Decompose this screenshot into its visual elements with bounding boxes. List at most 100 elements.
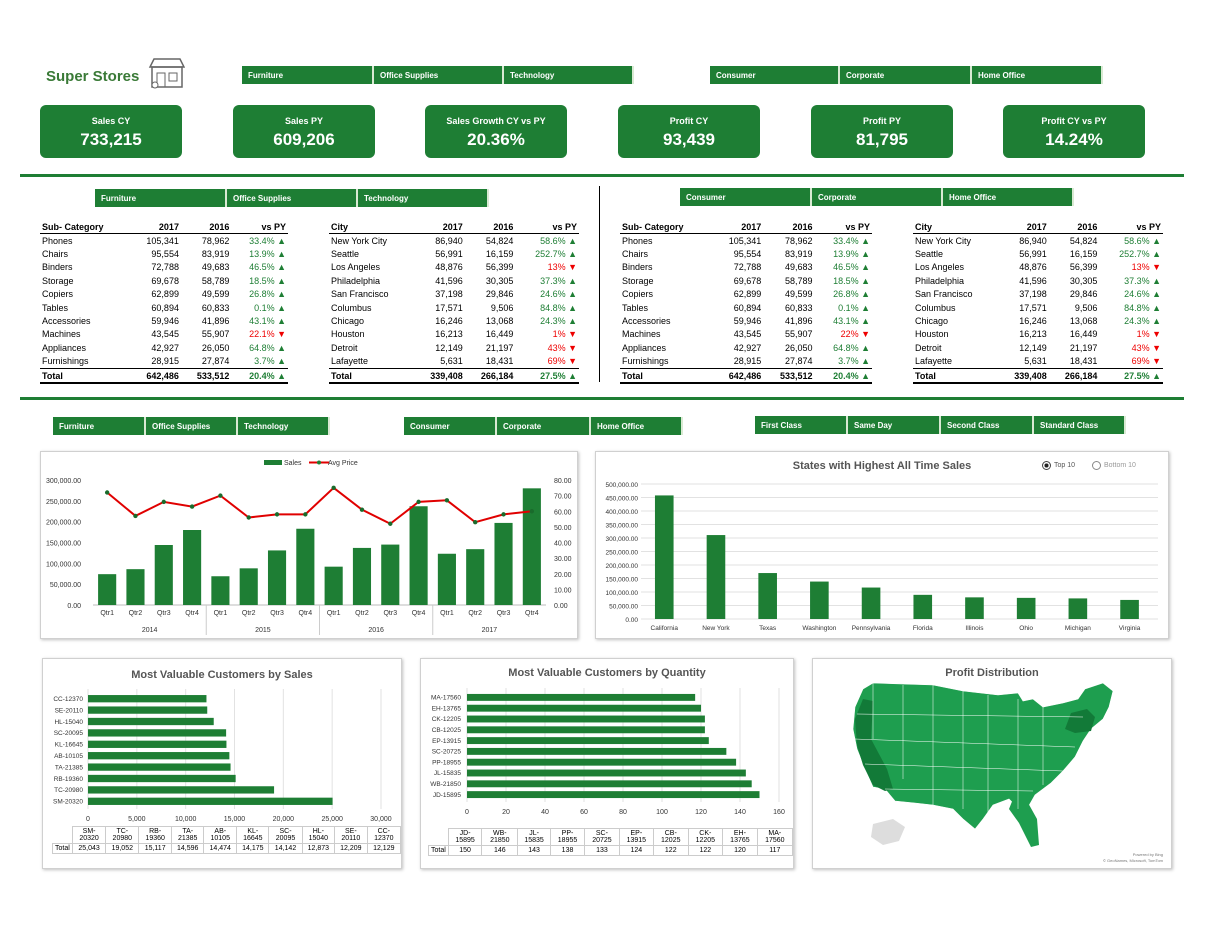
table-cell: 60,894 — [733, 302, 762, 313]
table-cell: 78,962 — [784, 235, 813, 246]
avg-price-point — [246, 515, 251, 520]
table-cell: 72,788 — [151, 262, 179, 273]
table-cell: 266,184 — [464, 367, 516, 385]
table-cell: Storage — [42, 275, 74, 286]
slicer-home-office[interactable]: Home Office — [943, 188, 1074, 206]
table-cell: 13,068 — [485, 316, 514, 327]
legend-avg-price-marker — [317, 460, 321, 465]
slicer-consumer[interactable]: Consumer — [710, 66, 840, 84]
slicer-home-office[interactable]: Home Office — [972, 66, 1103, 84]
sales-bar — [381, 544, 400, 605]
customer-label: CK-12205 — [432, 716, 462, 723]
table-header-cell: JL-15835 — [517, 828, 551, 846]
kpi-label: Sales PY — [284, 116, 324, 126]
y-left-tick-label: 0.00 — [67, 603, 81, 610]
slicer-consumer[interactable]: Consumer — [680, 188, 812, 206]
slicer-second-class[interactable]: Second Class — [941, 416, 1034, 434]
table-row: Storage 69,678 58,789 18.5% ▲ — [620, 274, 872, 287]
table-cell: 41,596 — [1019, 275, 1047, 286]
customers-quantity-table: JD-15895 WB-21850 JL-15835 PP-18955 SC-20725… — [428, 828, 794, 856]
slicer-technology[interactable]: Technology — [504, 66, 634, 84]
table-cell: 105,341 — [146, 235, 179, 246]
avg-price-point — [331, 485, 336, 491]
table-cell: 43% ▼ — [1131, 342, 1161, 353]
slicer-first-class[interactable]: First Class — [755, 416, 848, 434]
divider-top — [20, 174, 1184, 177]
slicer-technology[interactable]: Technology — [358, 189, 489, 207]
table-cell: Appliances — [42, 342, 87, 353]
table-cell: 46.5% ▲ — [249, 262, 286, 273]
slicer-furniture[interactable]: Furniture — [95, 189, 227, 207]
table-cell: 25,043 — [71, 843, 107, 854]
slicer-office-supplies[interactable]: Office Supplies — [146, 417, 238, 435]
table-row: Furnishings 28,915 27,874 3.7% ▲ — [620, 355, 872, 369]
customers-sales-panel: Most Valuable Customers by Sales 0 5,000 1… — [42, 658, 402, 869]
slicer-office-supplies[interactable]: Office Supplies — [374, 66, 504, 84]
table-row: Philadelphia 41,596 30,305 37.3% ▲ — [329, 274, 579, 287]
table-cell: 26,050 — [201, 342, 230, 353]
table-header-cell: SC-20095 — [268, 826, 303, 844]
slicer-standard-class[interactable]: Standard Class — [1034, 416, 1126, 434]
top-10-option[interactable]: Top 10 — [1042, 461, 1075, 470]
customer-label: CC-12370 — [53, 696, 83, 703]
table-header-cell: CB-12025 — [652, 828, 689, 846]
table-header-cell: JD-15895 — [447, 828, 483, 846]
subcategory-table-right: Sub- Category 2017 2016 vs PY Phones 105,341 7… — [620, 221, 872, 385]
table-cell: 143 — [517, 845, 551, 856]
table-cell: 42,927 — [151, 342, 179, 353]
table-cell: 56,991 — [1019, 249, 1047, 260]
kpi-value: 93,439 — [663, 130, 715, 149]
slicer-corporate[interactable]: Corporate — [840, 66, 972, 84]
slicer-furniture[interactable]: Furniture — [242, 66, 374, 84]
slicer-furniture[interactable]: Furniture — [53, 417, 146, 435]
customer-label: EH-13765 — [432, 705, 462, 712]
table-header: 2016 — [1048, 221, 1100, 234]
legend-sales-label: Sales — [284, 460, 302, 467]
table-cell: Houston — [915, 329, 949, 340]
quarter-label: Qtr2 — [129, 610, 143, 617]
slicer-same-day[interactable]: Same Day — [848, 416, 941, 434]
table-header: 2017 — [998, 221, 1049, 234]
slicer-technology[interactable]: Technology — [238, 417, 330, 435]
customer-bar — [467, 769, 746, 777]
table-cell: 15,117 — [138, 843, 173, 854]
table-header: Sub- Category — [40, 221, 131, 234]
slicer-office-supplies[interactable]: Office Supplies — [227, 189, 358, 207]
kpi-value: 609,206 — [273, 130, 335, 149]
us-map-shape — [852, 682, 1114, 830]
y-right-tick-label: 30.00 — [554, 556, 572, 563]
x-tick-label: 60 — [580, 809, 588, 816]
table-cell: 41,596 — [435, 275, 463, 286]
slicer-corporate[interactable]: Corporate — [497, 417, 591, 435]
sales-avg-price-chart-panel: Sales Avg Price 300,000.00 250,000.00 200,00… — [40, 451, 578, 639]
x-tick-label: 30,000 — [370, 816, 392, 823]
table-cell: 30,305 — [485, 275, 514, 286]
table-cell: 16,213 — [1019, 329, 1047, 340]
table-cell: 19,052 — [105, 843, 140, 854]
y-left-tick-label: 150,000.00 — [46, 541, 81, 548]
table-cell: 33.4% ▲ — [833, 235, 870, 246]
bottom-10-option[interactable]: Bottom 10 — [1092, 461, 1136, 470]
customer-bar — [88, 729, 227, 737]
table-cell: 60,894 — [151, 302, 179, 313]
table-cell: 78,962 — [201, 235, 230, 246]
slicer-consumer[interactable]: Consumer — [404, 417, 497, 435]
table-cell: Machines — [42, 329, 81, 340]
avg-price-point — [388, 521, 393, 526]
table-cell: 42,927 — [733, 342, 762, 353]
customer-label: AB-10105 — [54, 753, 83, 760]
avg-price-point — [444, 498, 450, 503]
table-header-cell: WB-21850 — [481, 828, 519, 846]
table-cell: Los Angeles — [331, 262, 381, 273]
table-cell: 16,159 — [485, 249, 514, 260]
table-row: San Francisco 37,198 29,846 24.6% ▲ — [329, 288, 579, 301]
slicer-corporate[interactable]: Corporate — [812, 188, 943, 206]
table-cell: 252.7% ▲ — [535, 249, 577, 260]
table-cell: Total — [913, 367, 999, 385]
us-map: Powered by Bing © GeoNames, Microsoft, T… — [852, 682, 1164, 863]
states-chart: 500,000.00 450,000.00 400,000.00 350,000.00… — [605, 482, 1158, 632]
state-bar — [1068, 598, 1088, 619]
slicer-home-office[interactable]: Home Office — [591, 417, 683, 435]
table-cell: 72,788 — [733, 262, 762, 273]
kpi-label: Profit CY — [669, 116, 709, 126]
